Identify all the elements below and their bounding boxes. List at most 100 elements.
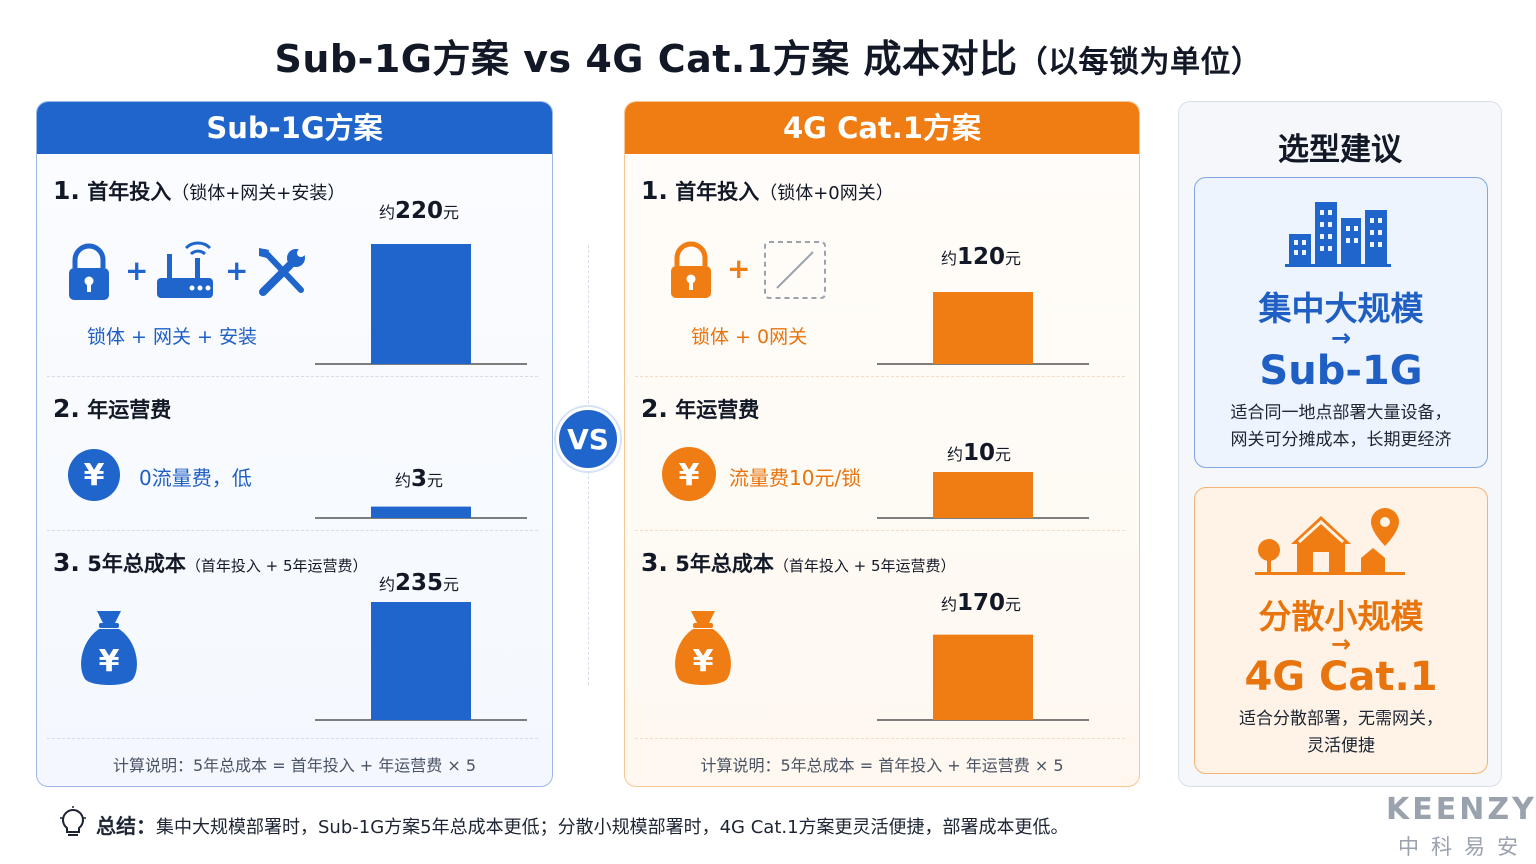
svg-text:¥: ¥ [84,458,105,493]
section-divider [635,376,1125,377]
cat1-sec2-desc: 流量费10元/锁 [729,466,862,490]
cat1-sec1-caption: 锁体 + 0网关 [691,326,808,348]
sub1g-sec3-title: 3. 5年总成本（首年投入 + 5年运营费） [53,548,368,578]
value-prefix: 约 [379,203,396,222]
value-number: 220 [395,198,444,224]
title-main: Sub-1G方案 vs 4G Cat.1方案 成本对比 [274,37,1018,81]
value-prefix: 约 [947,445,964,464]
value-number: 3 [411,466,428,492]
advice-card2-desc2: 灵活便捷 [1307,736,1375,756]
sec-number: 1. [53,176,80,205]
svg-text:¥: ¥ [679,458,700,493]
advice-card1-line2: Sub-1G [1259,348,1423,394]
sec-note: （锁体+0网关） [759,183,894,204]
section-divider [47,530,538,531]
scattered-houses-icon [1255,508,1405,575]
value-prefix: 约 [395,471,412,490]
sec-note: （首年投入 + 5年运营费） [773,557,956,575]
value-unit: 元 [1005,595,1022,614]
sub1g-calc-note: 计算说明：5年总成本 = 首年投入 + 年运营费 × 5 [112,756,477,775]
bar-cat1-five-year [933,634,1033,720]
sub1g-panel: Sub-1G方案 1. 首年投入（锁体+网关+安装） + + 锁体 + 网关 + [36,101,553,787]
cat1-sec1-value-label: 约120元 [941,244,1021,270]
advice-card1-desc1: 适合同一地点部署大量设备， [1230,403,1452,423]
section-divider [635,738,1125,739]
sec-note: （首年投入 + 5年运营费） [185,557,368,575]
value-prefix: 约 [379,575,396,594]
advice-card-cat1: 分散小规模 → 4G Cat.1 适合分散部署，无需网关， 灵活便捷 [1194,487,1488,774]
cat1-sec2-title: 2. 年运营费 [641,394,759,424]
value-number: 120 [957,244,1006,270]
bar-cat1-annual-fee [933,472,1033,518]
brand-logo-text: KEENZY [1386,792,1536,827]
value-number: 170 [957,590,1006,616]
sec-number: 2. [641,394,668,423]
bar-sub1g-first-year [371,244,471,364]
sub1g-sec2-desc: 0流量费，低 [139,466,252,490]
sub1g-icons: + + [65,240,315,310]
yuan-coin-icon: ¥ [662,447,716,501]
svg-text:¥: ¥ [99,644,120,679]
summary-text: 集中大规模部署时，Sub-1G方案5年总成本更低；分散小规模部署时，4G Cat… [156,817,1069,838]
lock-icon [671,241,711,298]
advice-card-sub1g: 集中大规模 → Sub-1G 适合同一地点部署大量设备， 网关可分摊成本，长期更… [1194,177,1488,468]
sub1g-sec1-title: 1. 首年投入（锁体+网关+安装） [53,176,345,206]
tools-icon [259,248,305,296]
sec-number: 2. [53,394,80,423]
no-gateway-icon [764,241,826,299]
section-divider [47,376,538,377]
buildings-icon [1285,202,1391,267]
cat1-sec1-title: 1. 首年投入（锁体+0网关） [641,176,894,206]
plus-sign: + [727,252,751,285]
value-unit: 元 [443,203,460,222]
lock-icon [69,243,109,300]
cat1-sec2-value-label: 约10元 [947,440,1011,466]
value-prefix: 约 [941,595,958,614]
summary: 总结：集中大规模部署时，Sub-1G方案5年总成本更低；分散小规模部署时，4G … [96,810,1069,839]
cat1-panel: 4G Cat.1方案 1. 首年投入（锁体+0网关） + 锁体 + 0网关 约1… [624,101,1140,787]
bar-sub1g-annual-fee [371,506,471,518]
cat1-sec3-title: 3. 5年总成本（首年投入 + 5年运营费） [641,548,956,578]
cat1-calc-note: 计算说明：5年总成本 = 首年投入 + 年运营费 × 5 [700,756,1064,775]
money-bag-icon: ¥ [675,611,731,685]
sec-label: 首年投入 [87,180,172,204]
sub1g-panel-header: Sub-1G方案 [37,102,552,154]
sub1g-sec2-title: 2. 年运营费 [53,394,171,424]
cat1-sec3-value-label: 约170元 [941,590,1021,616]
sec-label: 5年总成本 [87,552,186,576]
sec-number: 3. [53,548,80,577]
money-bag-icon: ¥ [81,611,137,685]
sub1g-sec1-caption: 锁体 + 网关 + 安装 [87,326,257,348]
section-divider [47,738,538,739]
advice-card2-desc1: 适合分散部署，无需网关， [1239,709,1443,729]
sec-label: 年运营费 [675,398,760,422]
sec-number: 3. [641,548,668,577]
brand-cn-name: 中科易安 [1398,835,1530,859]
sec-number: 1. [641,176,668,205]
page-title: Sub-1G方案 vs 4G Cat.1方案 成本对比（以每锁为单位） [0,28,1536,83]
summary-label: 总结： [96,814,156,838]
sec-note: （锁体+网关+安装） [171,183,346,204]
sec-label: 5年总成本 [675,552,774,576]
cat1-panel-header: 4G Cat.1方案 [625,102,1139,154]
section-divider [635,530,1125,531]
bar-sub1g-five-year [371,602,471,720]
router-icon [157,241,213,298]
brand-logo: KEENZY 中科易安 [1386,792,1536,861]
plus-sign: + [125,254,149,287]
value-prefix: 约 [941,249,958,268]
sub1g-sec2-value-label: 约3元 [395,466,443,492]
advice-card2-arrow: → [1330,630,1352,658]
advice-card2-line1: 分散小规模 [1258,597,1424,636]
advice-title: 选型建议 [1278,132,1402,168]
plus-sign: + [225,254,249,287]
sub1g-sec1-value-label: 约220元 [379,198,459,224]
advice-card1-arrow: → [1330,324,1352,352]
advice-card2-line2: 4G Cat.1 [1244,654,1438,700]
sub1g-sec3-value-label: 约235元 [379,570,459,596]
advice-panel: 选型建议 集中大规模 → Sub-1G 适合同一地点部署大量设备， 网关可分摊成… [1178,101,1502,787]
title-suffix: （以每锁为单位） [1017,45,1262,80]
value-unit: 元 [443,575,460,594]
bar-cat1-first-year [933,292,1033,364]
vs-badge: VS [556,407,620,471]
